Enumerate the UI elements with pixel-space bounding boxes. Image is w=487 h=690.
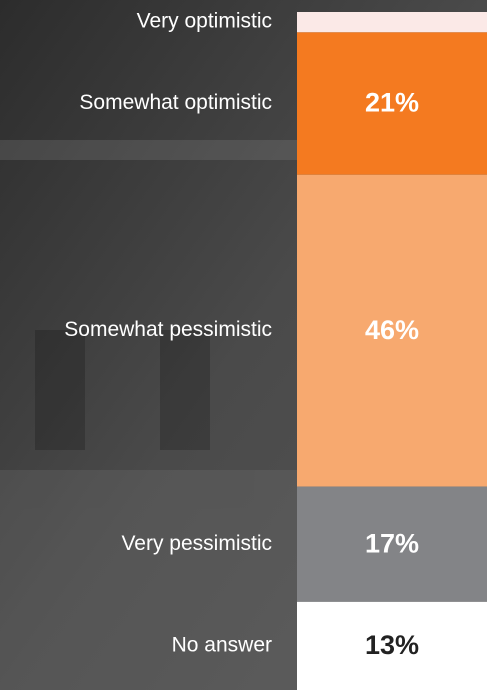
- bar-segment: [297, 12, 487, 32]
- category-label: Somewhat pessimistic: [64, 318, 272, 341]
- category-label: No answer: [172, 633, 272, 656]
- page: {"chart_data": {"type": "stacked-bar", "…: [0, 0, 487, 690]
- category-label: Very pessimistic: [121, 532, 272, 555]
- category-label: Somewhat optimistic: [79, 91, 272, 114]
- value-label: 17%: [365, 528, 419, 558]
- value-label: 46%: [365, 315, 419, 345]
- category-label: Very optimistic: [137, 10, 272, 33]
- value-label: 21%: [365, 88, 419, 118]
- chart: Very optimistic Somewhat optimistic 21% Som…: [0, 0, 487, 690]
- value-label: 13%: [365, 630, 419, 660]
